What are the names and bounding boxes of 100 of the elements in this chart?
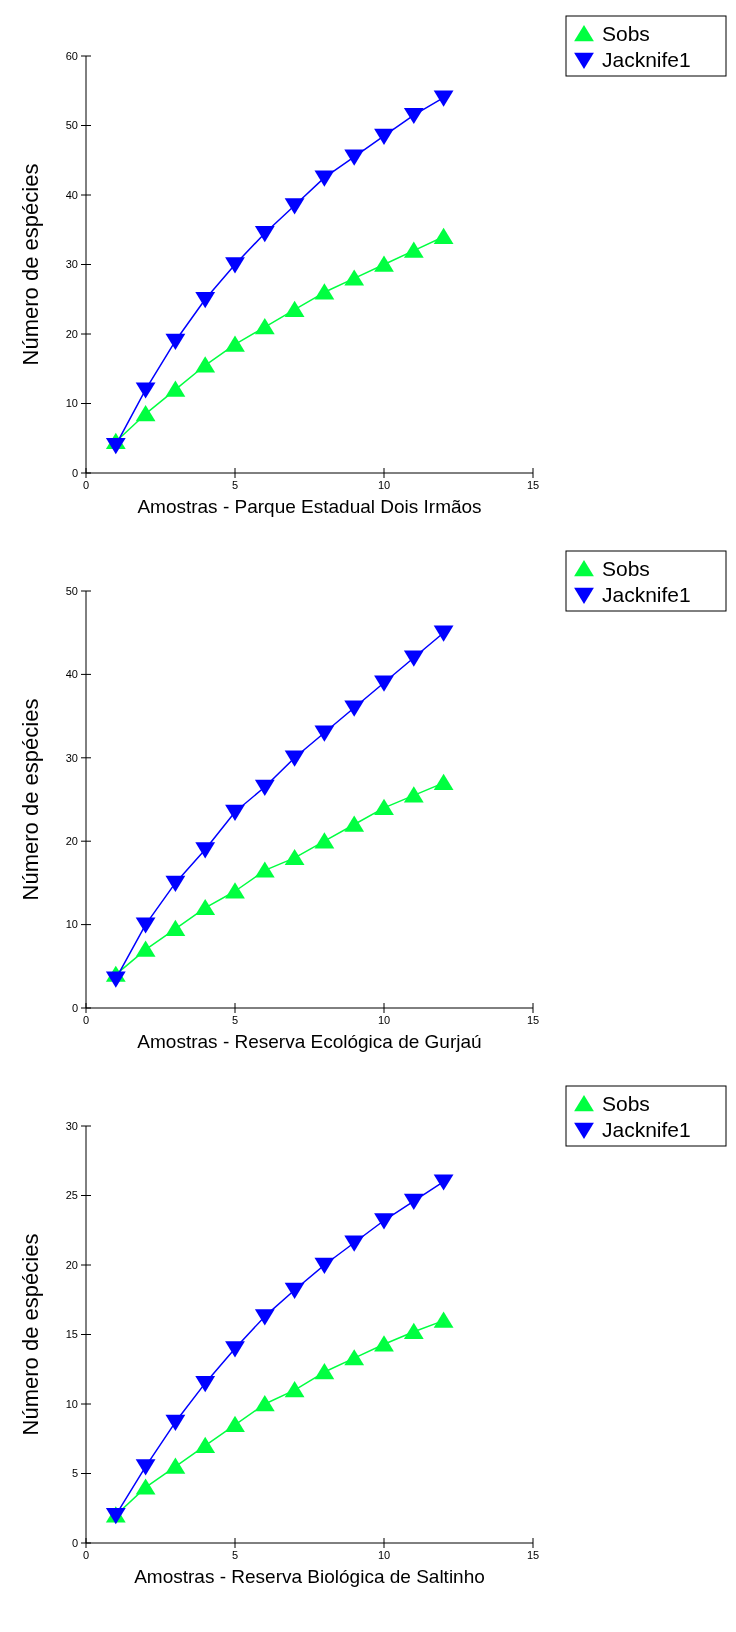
point xyxy=(165,1414,186,1432)
x-tick-label: 5 xyxy=(231,1014,239,1026)
point xyxy=(195,842,216,859)
point xyxy=(135,382,156,399)
point xyxy=(403,1193,424,1211)
point xyxy=(374,255,394,272)
point xyxy=(344,700,365,717)
point xyxy=(433,773,454,791)
y-tick-label: 50 xyxy=(65,584,78,597)
y-tick-label: 20 xyxy=(65,835,78,848)
point xyxy=(314,832,335,849)
point xyxy=(403,786,424,803)
x-tick-label: 0 xyxy=(82,479,90,491)
point xyxy=(254,861,275,878)
y-tick-label: 30 xyxy=(65,751,78,764)
point xyxy=(135,940,156,957)
x-tick-label: 5 xyxy=(231,1549,239,1561)
y-axis-title: Número de espécies xyxy=(18,1233,43,1436)
x-tick-label: 15 xyxy=(526,479,540,491)
point xyxy=(344,1235,365,1252)
y-tick-label: 30 xyxy=(65,1119,78,1132)
point xyxy=(165,333,186,350)
y-tick-label: 40 xyxy=(65,668,78,681)
x-axis-title: Amostras - Reserva Ecológica de Gurjaú xyxy=(137,1031,482,1052)
point xyxy=(403,241,424,258)
point xyxy=(284,300,305,317)
x-tick-label: 0 xyxy=(82,1014,90,1026)
x-tick-label: 5 xyxy=(231,479,239,491)
point xyxy=(433,1311,454,1328)
point xyxy=(225,1341,245,1358)
point xyxy=(135,1478,156,1495)
point xyxy=(403,107,424,125)
point xyxy=(314,283,335,300)
point xyxy=(254,779,275,796)
y-tick-label: 0 xyxy=(71,1536,78,1549)
point xyxy=(314,170,335,187)
y-tick-label: 10 xyxy=(65,1397,78,1410)
y-tick-label: 0 xyxy=(71,1001,78,1014)
point xyxy=(374,1335,394,1352)
x-tick-label: 0 xyxy=(82,1549,90,1561)
point xyxy=(195,292,216,309)
point xyxy=(135,917,156,934)
y-tick-label: 40 xyxy=(65,188,78,201)
point xyxy=(284,848,305,866)
y-tick-label: 5 xyxy=(71,1467,78,1480)
x-tick-label: 10 xyxy=(377,479,391,491)
point xyxy=(165,380,186,397)
point xyxy=(374,128,394,145)
x-tick-label: 10 xyxy=(377,1549,391,1561)
point xyxy=(165,1457,186,1474)
point xyxy=(374,798,394,816)
point xyxy=(225,335,245,352)
legend-label: Sobs xyxy=(602,557,650,581)
point xyxy=(284,1381,305,1398)
point xyxy=(284,750,305,767)
point xyxy=(284,1282,305,1300)
x-axis-title: Amostras - Parque Estadual Dois Irmãos xyxy=(137,496,482,517)
legend-label: Jacknife1 xyxy=(602,1118,691,1142)
point xyxy=(225,1415,245,1433)
point xyxy=(225,882,245,899)
legend-label: Sobs xyxy=(602,22,650,46)
point xyxy=(344,149,365,166)
point xyxy=(165,919,186,936)
legend-label: Jacknife1 xyxy=(602,48,691,72)
y-tick-label: 30 xyxy=(65,258,78,271)
y-tick-label: 15 xyxy=(65,1328,78,1341)
point xyxy=(374,1213,394,1230)
point xyxy=(195,898,216,916)
point xyxy=(374,675,394,692)
point xyxy=(254,318,275,335)
point xyxy=(433,227,454,244)
point xyxy=(225,257,245,274)
point xyxy=(254,1309,275,1326)
y-axis-title: Número de espécies xyxy=(18,698,43,901)
point xyxy=(195,356,216,373)
y-axis-title: Número de espécies xyxy=(18,163,43,366)
legend-label: Sobs xyxy=(602,1092,650,1116)
y-tick-label: 10 xyxy=(65,397,78,410)
point xyxy=(344,269,365,286)
point xyxy=(344,1349,365,1366)
point xyxy=(344,815,365,832)
point xyxy=(254,1395,275,1412)
point xyxy=(225,804,245,822)
point xyxy=(433,1174,454,1191)
point xyxy=(314,1257,335,1274)
point xyxy=(403,650,424,667)
point xyxy=(284,198,305,215)
x-tick-label: 15 xyxy=(526,1549,540,1561)
point xyxy=(135,404,156,422)
point xyxy=(314,725,335,742)
y-tick-label: 60 xyxy=(65,49,78,62)
y-tick-label: 0 xyxy=(71,466,78,479)
x-tick-label: 10 xyxy=(377,1014,391,1026)
point xyxy=(403,1322,424,1339)
point xyxy=(433,625,454,642)
legend-label: Jacknife1 xyxy=(602,583,691,607)
point xyxy=(314,1363,335,1380)
y-tick-label: 10 xyxy=(65,918,78,931)
point xyxy=(195,1436,216,1453)
point xyxy=(254,226,275,243)
